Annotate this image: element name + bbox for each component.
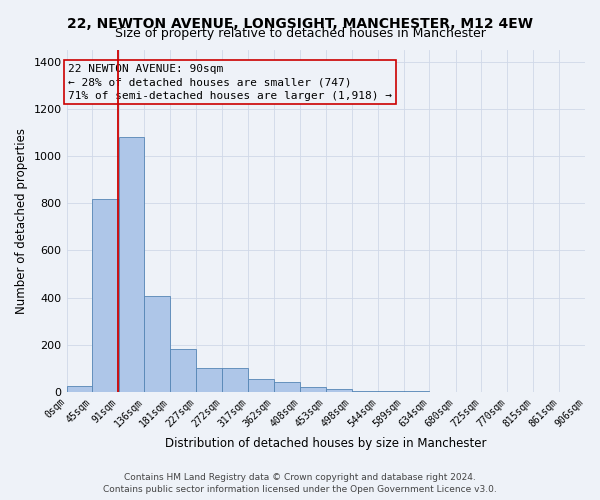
- Y-axis label: Number of detached properties: Number of detached properties: [15, 128, 28, 314]
- Bar: [326, 390, 352, 392]
- Text: Size of property relative to detached houses in Manchester: Size of property relative to detached ho…: [115, 28, 485, 40]
- Bar: [222, 368, 248, 392]
- Text: 22 NEWTON AVENUE: 90sqm
← 28% of detached houses are smaller (747)
71% of semi-d: 22 NEWTON AVENUE: 90sqm ← 28% of detache…: [68, 64, 392, 100]
- Bar: [352, 390, 378, 392]
- Bar: [67, 386, 92, 392]
- Bar: [274, 382, 300, 392]
- Text: 22, NEWTON AVENUE, LONGSIGHT, MANCHESTER, M12 4EW: 22, NEWTON AVENUE, LONGSIGHT, MANCHESTER…: [67, 18, 533, 32]
- Bar: [119, 137, 145, 392]
- X-axis label: Distribution of detached houses by size in Manchester: Distribution of detached houses by size …: [165, 437, 487, 450]
- Bar: [300, 387, 326, 392]
- Bar: [196, 368, 222, 392]
- Bar: [378, 391, 404, 392]
- Bar: [145, 296, 170, 392]
- Bar: [170, 350, 196, 392]
- Bar: [92, 198, 119, 392]
- Bar: [248, 379, 274, 392]
- Text: Contains HM Land Registry data © Crown copyright and database right 2024.
Contai: Contains HM Land Registry data © Crown c…: [103, 472, 497, 494]
